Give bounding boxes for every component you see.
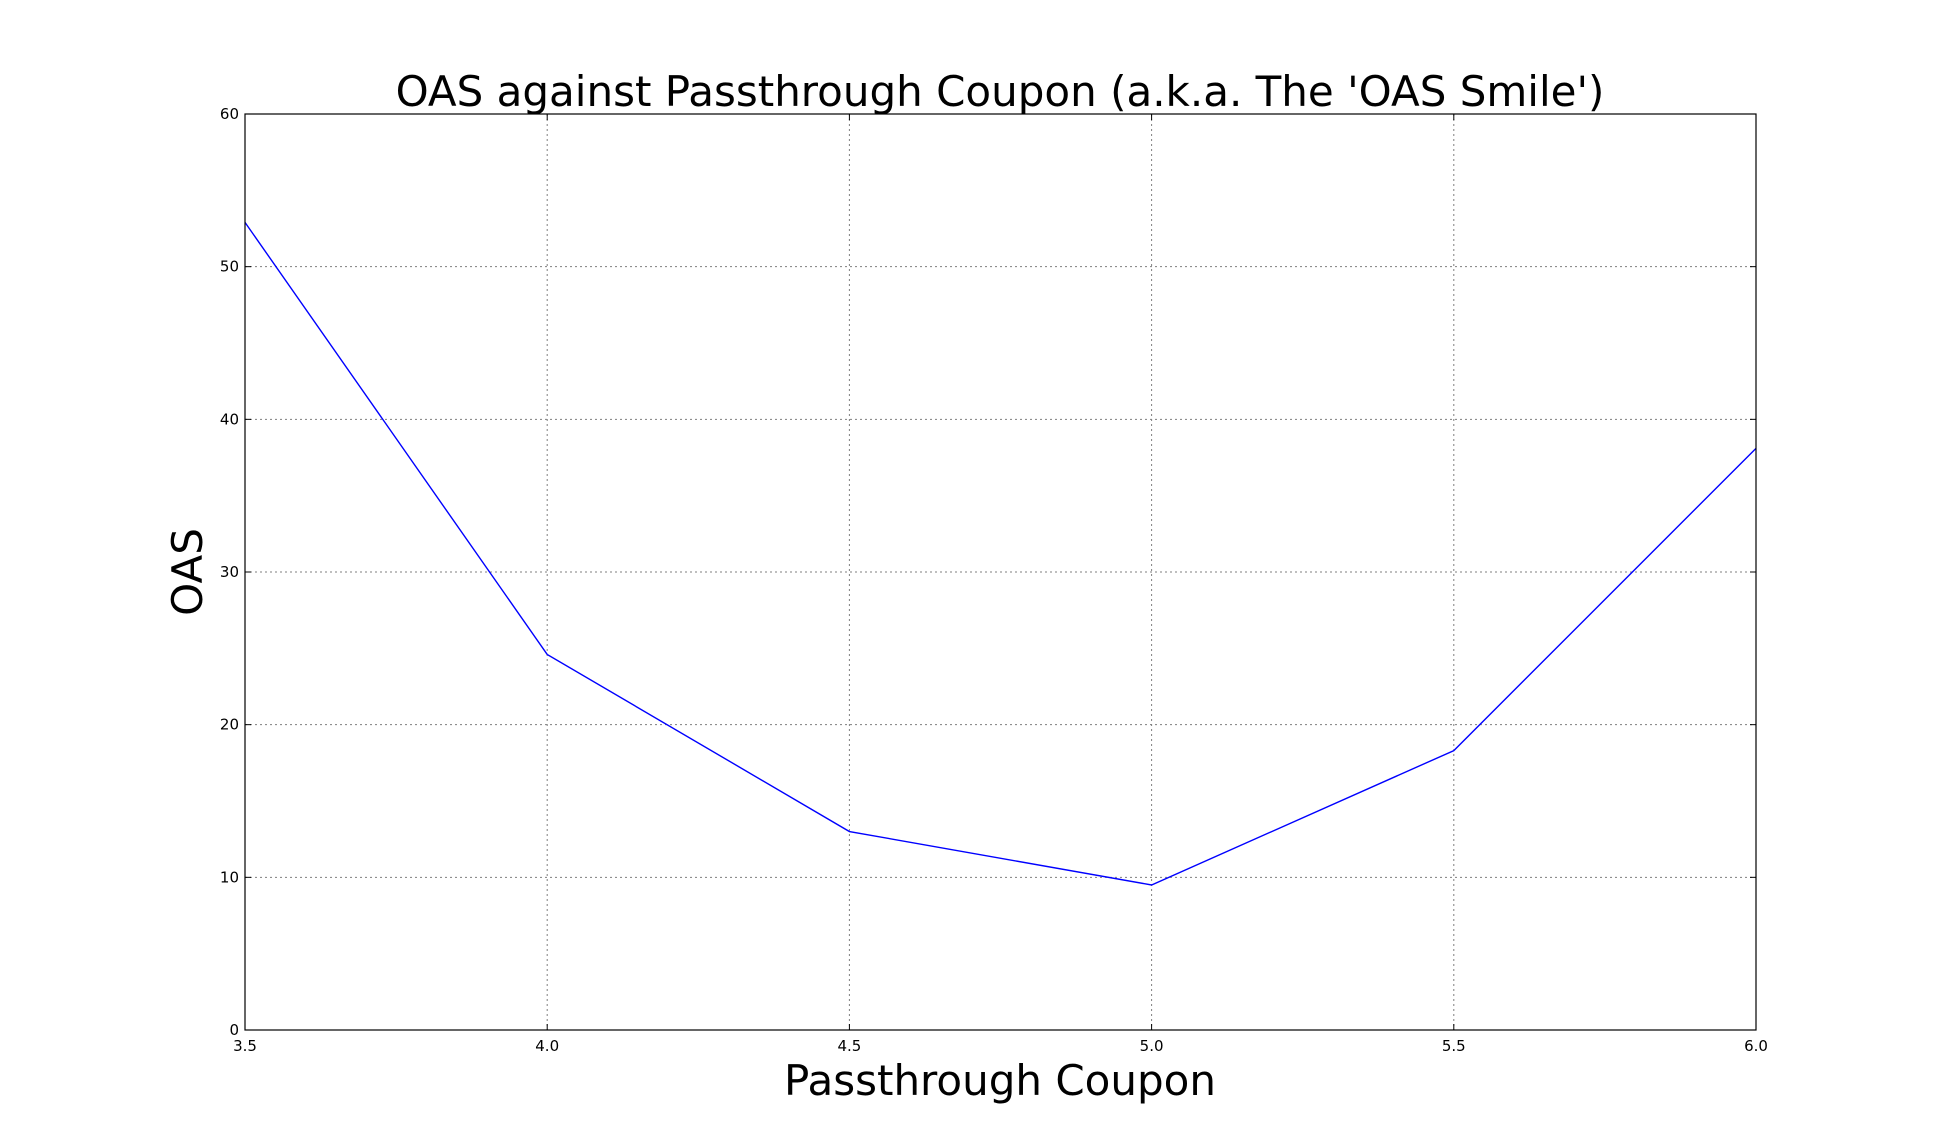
grid-layer (245, 114, 1756, 1030)
series-layer (244, 221, 1757, 886)
y-tick-label: 10 (220, 868, 239, 886)
y-tick-label: 20 (220, 716, 239, 734)
y-tick-label: 40 (220, 410, 239, 428)
x-tick-label: 4.0 (535, 1037, 559, 1055)
x-tick-labels: 3.5 4.0 4.5 5.0 5.5 6.0 (233, 1037, 1768, 1055)
x-tick-label: 4.5 (837, 1037, 861, 1055)
y-tick-label: 30 (220, 563, 239, 581)
plot-frame (244, 113, 1757, 1031)
series-line-0 (244, 221, 1757, 886)
y-tick-labels: 0 10 20 30 40 50 60 (220, 105, 239, 1039)
chart-title: OAS against Passthrough Coupon (a.k.a. T… (396, 67, 1605, 116)
y-tick-label: 0 (229, 1021, 239, 1039)
y-tick-label: 60 (220, 105, 239, 123)
x-tick-label: 6.0 (1744, 1037, 1768, 1055)
x-tick-label: 5.0 (1140, 1037, 1164, 1055)
x-axis-label: Passthrough Coupon (784, 1056, 1216, 1105)
y-axis-label: OAS (163, 528, 212, 616)
y-tick-label: 50 (220, 258, 239, 276)
x-tick-label: 3.5 (233, 1037, 257, 1055)
x-tick-label: 5.5 (1442, 1037, 1466, 1055)
